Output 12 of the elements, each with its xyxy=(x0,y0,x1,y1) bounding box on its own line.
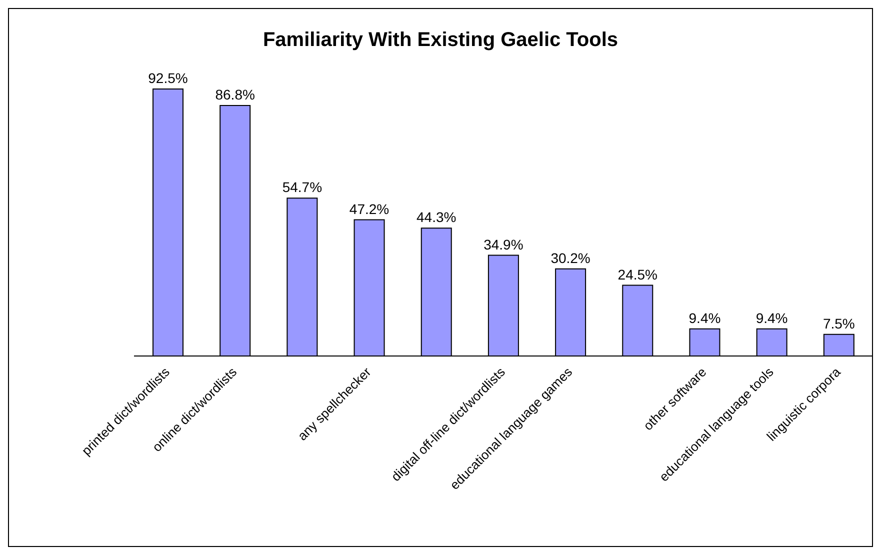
data-label: 7.5% xyxy=(822,315,855,332)
data-label: 44.3% xyxy=(416,209,456,226)
data-label: 30.2% xyxy=(550,250,590,266)
data-label: 86.8% xyxy=(215,86,255,102)
data-label: 9.4% xyxy=(756,310,788,326)
data-label: 92.5% xyxy=(148,70,188,86)
data-label: 47.2% xyxy=(349,200,390,217)
data-label: 34.9% xyxy=(484,236,524,252)
data-label: 24.5% xyxy=(618,266,658,282)
chart-title: Familiarity With Existing Gaelic Tools xyxy=(262,29,620,52)
data-label: 54.7% xyxy=(282,179,322,196)
data-label: 9.4% xyxy=(688,310,721,326)
